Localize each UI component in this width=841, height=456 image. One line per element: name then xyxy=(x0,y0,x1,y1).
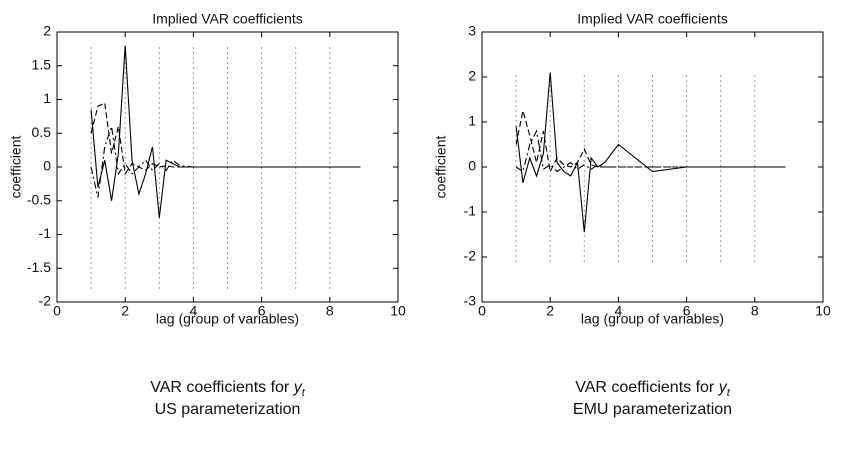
x-tick-label: 10 xyxy=(815,303,831,319)
series-line xyxy=(515,129,786,173)
chart-title: Implied VAR coefficients xyxy=(577,11,727,27)
caption: VAR coefficients for yt xyxy=(150,379,305,399)
series-line xyxy=(90,126,361,198)
y-axis-label: coefficient xyxy=(8,135,24,198)
caption-text: VAR coefficients for xyxy=(150,379,293,396)
plot-frame xyxy=(481,31,824,303)
y-tick-label: 1 xyxy=(43,90,51,106)
y-axis-label: coefficient xyxy=(433,135,449,198)
y-tick-label: -2 xyxy=(39,293,52,309)
series-line xyxy=(515,110,786,174)
caption: VAR coefficients for yt xyxy=(575,379,730,399)
x-tick-label: 4 xyxy=(615,303,623,319)
caption-subscript: t xyxy=(727,387,731,399)
x-tick-label: 0 xyxy=(53,303,61,319)
x-tick-label: 2 xyxy=(546,303,554,319)
y-tick-label: -0.5 xyxy=(27,191,51,207)
series-line xyxy=(90,102,361,176)
caption-symbol: y xyxy=(718,379,728,396)
x-tick-label: 2 xyxy=(121,303,129,319)
y-tick-label: 0 xyxy=(43,158,51,174)
series-line xyxy=(90,45,361,218)
y-tick-label: -1.5 xyxy=(27,259,51,275)
chart-title: Implied VAR coefficients xyxy=(152,11,302,27)
x-tick-label: 8 xyxy=(751,303,759,319)
x-tick-label: 6 xyxy=(258,303,266,319)
x-tick-label: 4 xyxy=(190,303,198,319)
y-tick-label: 3 xyxy=(468,23,476,39)
caption-line: EMU parameterization xyxy=(573,401,732,418)
y-tick-label: 1 xyxy=(468,113,476,129)
x-tick-label: 10 xyxy=(390,303,406,319)
x-tick-label: 6 xyxy=(683,303,691,319)
y-tick-label: -1 xyxy=(39,225,52,241)
y-tick-label: 0.5 xyxy=(32,124,52,140)
y-tick-label: -1 xyxy=(464,203,477,219)
y-tick-label: 0 xyxy=(468,158,476,174)
y-tick-label: -3 xyxy=(464,293,477,309)
x-tick-label: 8 xyxy=(326,303,334,319)
y-tick-label: 2 xyxy=(468,68,476,84)
caption-line: US parameterization xyxy=(155,401,301,418)
x-axis-label: lag (group of variables) xyxy=(156,311,299,327)
caption-text: VAR coefficients for xyxy=(575,379,718,396)
caption-symbol: y xyxy=(293,379,303,396)
caption-subscript: t xyxy=(302,387,306,399)
y-tick-label: 2 xyxy=(43,23,51,39)
y-tick-label: 1.5 xyxy=(32,56,52,72)
x-tick-label: 0 xyxy=(478,303,486,319)
series-line xyxy=(515,72,786,233)
x-axis-label: lag (group of variables) xyxy=(581,311,724,327)
y-tick-label: -2 xyxy=(464,248,477,264)
plot-frame xyxy=(56,31,399,303)
